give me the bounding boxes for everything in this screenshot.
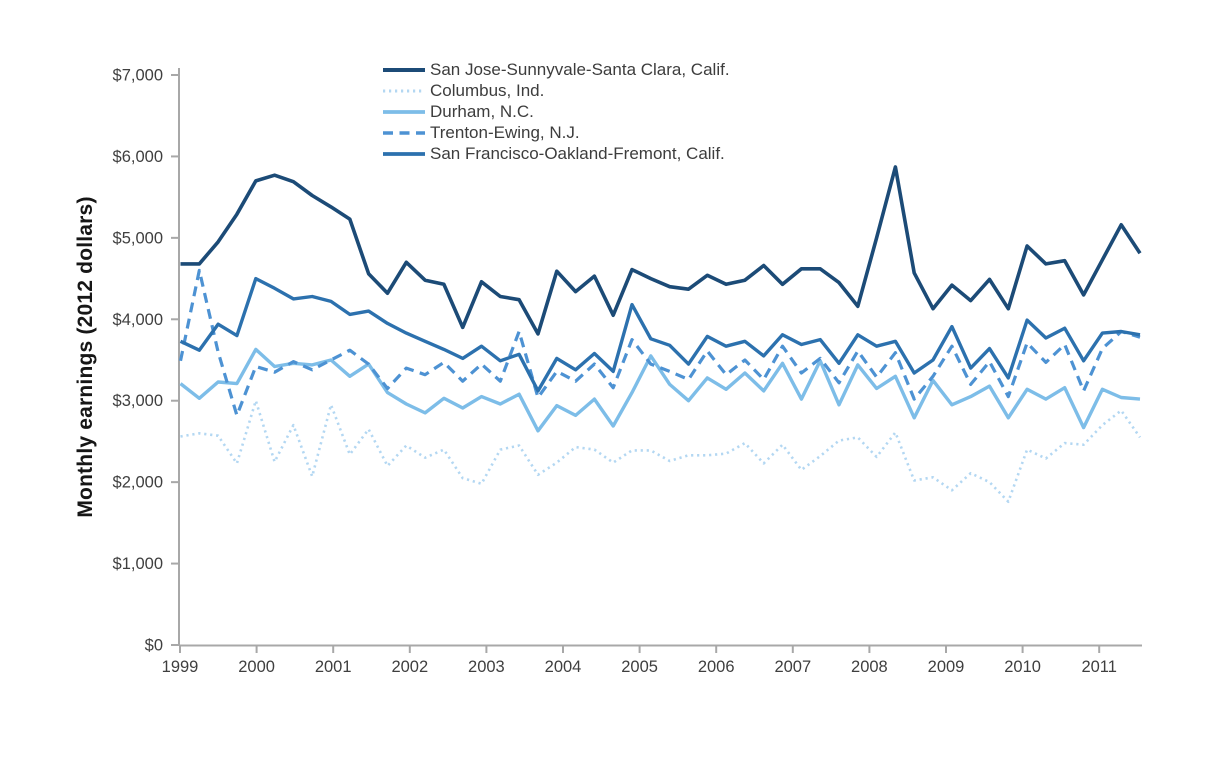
- legend-swatch-solid: [383, 109, 425, 114]
- legend-label: San Francisco-Oakland-Fremont, Calif.: [430, 144, 725, 163]
- x-tick-label: 2002: [391, 658, 428, 676]
- x-tick-label: 2004: [545, 658, 582, 676]
- x-tick-label: 2001: [315, 658, 352, 676]
- y-tick-label: $4,000: [113, 311, 163, 329]
- x-tick-label: 2008: [851, 658, 888, 676]
- y-tick-label: $3,000: [113, 392, 163, 410]
- series-line-5: [179, 276, 1141, 393]
- legend-item-5: San Francisco-Oakland-Fremont, Calif.: [383, 143, 730, 164]
- x-tick-label: 1999: [162, 658, 199, 676]
- series-line-3: [179, 347, 1141, 433]
- legend-item-2: Columbus, Ind.: [383, 80, 730, 101]
- legend-label: Trenton-Ewing, N.J.: [430, 123, 580, 142]
- x-tick-label: 2009: [928, 658, 965, 676]
- x-tick-label: 2006: [698, 658, 735, 676]
- series-line-1: [180, 165, 1142, 336]
- y-tick-label: $0: [145, 637, 163, 655]
- legend-swatch-solid: [383, 151, 425, 156]
- x-tick-label: 2007: [774, 658, 811, 676]
- y-tick-label: $5,000: [113, 229, 163, 247]
- legend-swatch-dotted: [383, 89, 425, 92]
- legend-item-3: Durham, N.C.: [383, 101, 730, 122]
- legend: San Jose-Sunnyvale-Santa Clara, Calif. Co…: [383, 59, 730, 164]
- legend-swatch-solid: [383, 67, 425, 72]
- x-tick-label: 2011: [1081, 658, 1116, 676]
- y-tick-label: $6,000: [113, 148, 163, 166]
- y-tick-label: $2,000: [113, 474, 163, 492]
- legend-label: Columbus, Ind.: [430, 81, 545, 100]
- legend-swatch-dashed: [383, 130, 425, 135]
- x-tick-label: 2010: [1004, 658, 1041, 676]
- y-tick-label: $7,000: [113, 67, 163, 85]
- legend-item-1: San Jose-Sunnyvale-Santa Clara, Calif.: [383, 59, 730, 80]
- legend-label: Durham, N.C.: [430, 102, 534, 121]
- series-line-4: [178, 268, 1141, 417]
- legend-label: San Jose-Sunnyvale-Santa Clara, Calif.: [430, 60, 730, 79]
- y-axis-title: Monthly earnings (2012 dollars): [74, 196, 97, 518]
- y-tick-label: $1,000: [113, 555, 163, 573]
- x-tick-label: 2000: [238, 658, 275, 676]
- legend-item-4: Trenton-Ewing, N.J.: [383, 122, 730, 143]
- series-line-2: [180, 399, 1142, 504]
- x-tick-label: 2003: [468, 658, 505, 676]
- x-tick-label: 2005: [621, 658, 658, 676]
